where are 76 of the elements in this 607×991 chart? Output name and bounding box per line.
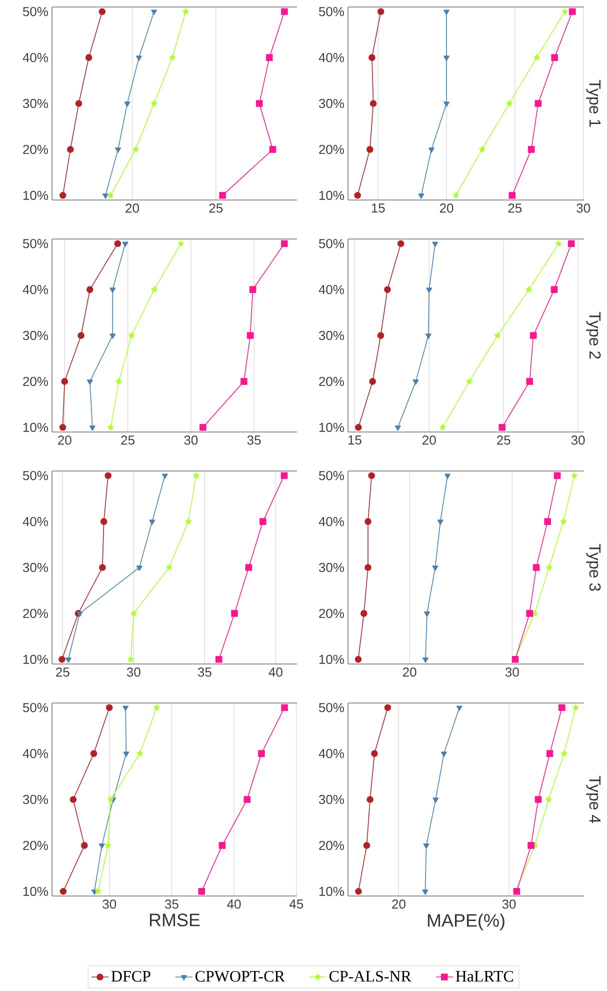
y-tick-label: 20% <box>23 144 48 154</box>
x-tick-label: 30 <box>505 668 519 677</box>
y-tick-label: 20% <box>23 840 48 850</box>
y-tick-label: 10% <box>23 190 48 200</box>
x-tick-label: 30 <box>571 436 585 445</box>
x-tick-label: 30 <box>126 668 140 677</box>
y-tick-label: 50% <box>22 702 48 712</box>
y-tick-label: 30% <box>318 562 344 572</box>
x-tick-label: 20 <box>440 204 454 213</box>
x-tick-label: 25 <box>56 668 70 677</box>
x-tick-label: 40 <box>268 668 282 677</box>
y-tick-label: 40% <box>22 284 48 294</box>
y-tick-label: 40% <box>22 748 48 758</box>
y-tick-label: 30% <box>22 330 48 340</box>
y2-axis-title: Type 2 <box>586 312 601 359</box>
y2-axis-title: Type 3 <box>586 544 601 591</box>
y-tick-label: 40% <box>318 52 344 62</box>
y-tick-label: 40% <box>22 52 48 62</box>
x-tick-label: 15 <box>372 204 385 213</box>
x-tick-label: 30 <box>184 436 198 445</box>
y-tick-label: 30% <box>318 330 344 340</box>
y-tick-label: 50% <box>318 702 344 712</box>
x-tick-label: 25 <box>121 436 134 445</box>
y-tick-label: 10% <box>23 422 48 432</box>
y-tick-label: 10% <box>23 654 48 664</box>
x-axis-title: RMSE <box>150 914 200 926</box>
x-tick-label: 30 <box>102 900 116 909</box>
y-tick-label: 10% <box>23 886 48 896</box>
y-tick-label: 20% <box>319 840 344 850</box>
y-tick-label: 50% <box>22 6 48 16</box>
y-tick-label: 50% <box>318 238 344 248</box>
x-tick-label: 25 <box>508 204 522 213</box>
y-tick-label: 50% <box>318 6 344 16</box>
x-tick-label: 30 <box>502 900 516 909</box>
y-tick-label: 30% <box>22 562 48 572</box>
y-tick-label: 10% <box>319 886 344 896</box>
x-tick-label: 20 <box>422 436 436 445</box>
y-tick-label: 50% <box>22 470 48 480</box>
y-tick-label: 10% <box>319 422 344 432</box>
y-tick-label: 20% <box>319 144 344 154</box>
y-tick-label: 50% <box>318 470 344 480</box>
y2-axis-title: Type 1 <box>586 80 601 127</box>
y-tick-label: 30% <box>22 98 48 108</box>
x-tick-label: 35 <box>164 900 178 909</box>
legend-label: HaLRTC <box>456 970 514 982</box>
x-tick-label: 20 <box>58 436 72 445</box>
y-tick-label: 30% <box>318 794 344 804</box>
x-axis-title: MAPE(%) <box>428 914 504 930</box>
legend-label: DFCP <box>111 970 150 982</box>
x-tick-label: 35 <box>247 436 261 445</box>
y-tick-label: 40% <box>318 748 344 758</box>
x-tick-label: 25 <box>209 204 223 213</box>
y-tick-label: 50% <box>22 238 48 248</box>
x-tick-label: 20 <box>126 204 139 213</box>
legend-label: CPWOPT-CR <box>195 970 285 982</box>
x-tick-label: 20 <box>402 668 416 677</box>
y-tick-label: 10% <box>319 190 344 200</box>
y-tick-label: 10% <box>319 654 344 664</box>
y-tick-label: 20% <box>23 608 48 618</box>
y-tick-label: 30% <box>22 794 48 804</box>
x-tick-label: 40 <box>227 900 241 909</box>
x-tick-label: 30 <box>576 204 590 213</box>
y-tick-label: 40% <box>318 516 344 526</box>
y-tick-label: 20% <box>23 376 48 386</box>
legend-label: CP-ALS-NR <box>329 970 412 982</box>
y-tick-label: 20% <box>319 608 344 618</box>
x-tick-label: 35 <box>198 668 212 677</box>
y-tick-label: 20% <box>319 376 344 386</box>
x-tick-label: 45 <box>289 900 304 909</box>
y-tick-label: 40% <box>318 284 344 294</box>
x-tick-label: 15 <box>348 436 362 445</box>
y-tick-label: 30% <box>318 98 344 108</box>
x-tick-label: 20 <box>392 900 406 909</box>
x-tick-label: 25 <box>497 436 510 445</box>
y-tick-label: 40% <box>22 516 48 526</box>
y2-axis-title: Type 4 <box>586 776 601 824</box>
